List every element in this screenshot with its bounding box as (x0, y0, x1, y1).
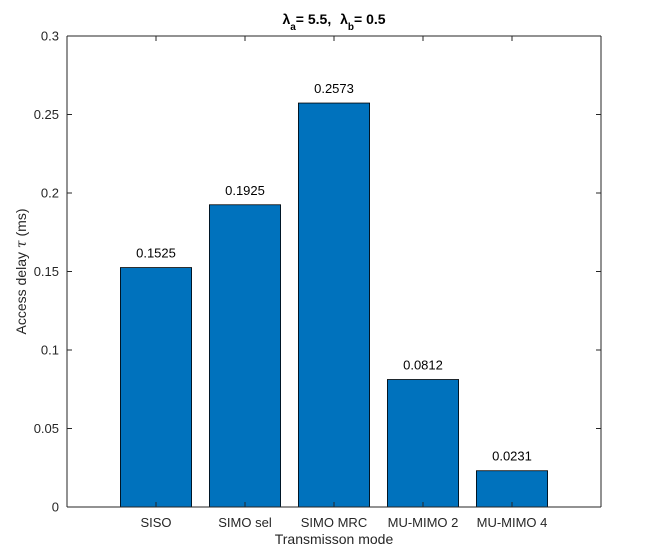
title-subscript-b: b (348, 22, 354, 33)
bar-simo-sel (208, 204, 281, 508)
x-axis-label: Transmisson mode (275, 531, 394, 547)
y-tick-label: 0.05 (34, 421, 59, 436)
bar-mu-mimo-4 (475, 470, 548, 508)
x-tick-label: SISO (140, 515, 171, 530)
title-subscript-a: a (290, 22, 296, 33)
data-label: 0.0812 (403, 358, 443, 373)
y-tick-label: 0.15 (34, 264, 59, 279)
bar-siso (120, 267, 192, 508)
y-ticks-layer: 0 0.05 0.1 0.15 0.2 0.25 0.3 (34, 29, 601, 515)
title-equals-a: = 5.5, (296, 11, 331, 27)
y-axis-label-text: Access delay (13, 248, 29, 334)
x-tick-label: SIMO sel (218, 515, 272, 530)
y-tick-label: 0.3 (41, 29, 59, 44)
x-tick-label: MU-MIMO 2 (388, 515, 459, 530)
x-tick-label: SIMO MRC (301, 515, 367, 530)
title-lambda-b: λ (340, 11, 348, 27)
x-ticks-layer: SISO SIMO sel SIMO MRC MU-MIMO 2 MU-MIMO 4 (140, 36, 547, 530)
data-label: 0.2573 (314, 81, 354, 96)
data-label: 0.1925 (225, 183, 265, 198)
chart-title: λa= 5.5, λb= 0.5 (282, 11, 385, 33)
y-axis-label: Access delay τ (ms) (13, 208, 30, 334)
data-label: 0.1525 (136, 246, 176, 261)
bar-mu-mimo-2 (386, 379, 459, 508)
y-tick-label: 0 (52, 500, 59, 515)
y-tick-label: 0.2 (41, 186, 59, 201)
data-labels-layer: 0.1525 0.1925 0.2573 0.0812 0.0231 (136, 81, 532, 464)
x-tick-label: MU-MIMO 4 (477, 515, 548, 530)
y-axis-label-unit: (ms) (13, 208, 29, 240)
title-equals-b: = 0.5 (354, 11, 386, 27)
y-tick-label: 0.1 (41, 343, 59, 358)
bar-simo-mrc (297, 102, 370, 508)
bars-layer (120, 102, 548, 508)
y-tick-label: 0.25 (34, 107, 59, 122)
title-lambda-a: λ (282, 11, 290, 27)
data-label: 0.0231 (492, 449, 532, 464)
y-axis-label-tau: τ (14, 240, 30, 248)
